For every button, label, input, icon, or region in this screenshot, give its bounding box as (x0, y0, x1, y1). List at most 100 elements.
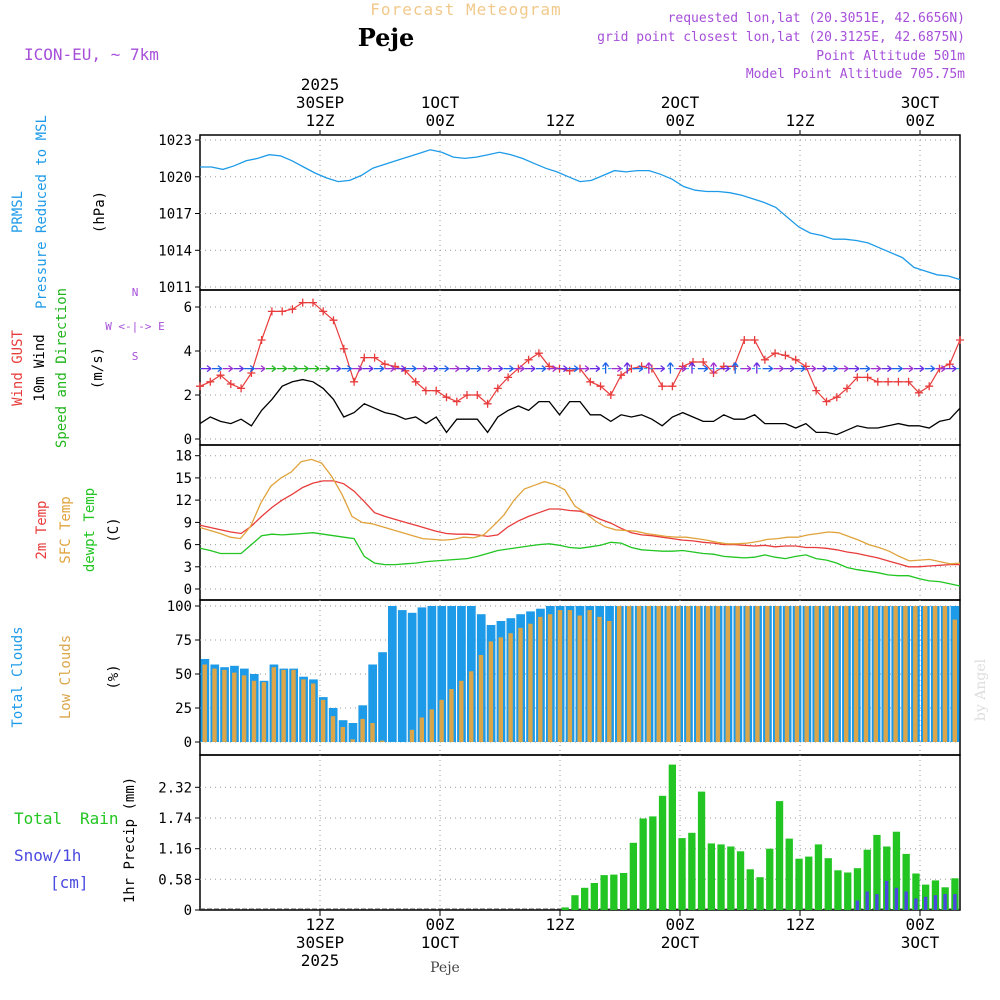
panel-5: 0 0.58 1.16 1.74 2.32 Total Rain Snow/1h [cm] 1hr… (14, 754, 961, 919)
low-cloud-bar (883, 606, 888, 742)
rain-bar (883, 846, 891, 910)
wind-direction-arrow (719, 365, 730, 373)
snow-bar (865, 891, 869, 910)
low-cloud-bar (705, 606, 711, 742)
rain-bar (590, 883, 598, 910)
snow-bar (875, 894, 879, 910)
gust-marker (760, 355, 769, 364)
top-time-label: 2OCT (661, 93, 700, 112)
gust-marker (534, 349, 543, 358)
rain-bar (717, 844, 725, 910)
wind-direction-arrow (276, 365, 287, 373)
wind-direction-arrow (309, 365, 320, 373)
chart-title: Forecast Meteogram (370, 0, 561, 19)
snow-bar (943, 894, 947, 910)
snow-bar (923, 896, 928, 910)
total-clouds-label: Total Clouds (10, 626, 26, 727)
low-cloud-bar (360, 718, 365, 742)
rain-bar (600, 875, 608, 910)
requested-coords: requested lon,lat (20.3051E, 42.6656N) (668, 11, 965, 26)
wind-direction-arrow (384, 365, 395, 373)
wind-direction-arrow (579, 365, 590, 373)
low-cloud-bar (567, 610, 573, 742)
low-cloud-bar (656, 606, 661, 742)
total-cloud-bar (447, 606, 456, 742)
snow-bar (885, 880, 889, 910)
low-cloud-bar (686, 606, 691, 742)
low-cloud-bar (508, 633, 513, 742)
low-cloud-bar (952, 619, 957, 742)
rain-bar (561, 907, 569, 910)
low-cloud-bar (676, 606, 681, 742)
gust-marker (257, 336, 266, 344)
low-cloud-bar (893, 606, 898, 742)
wind-direction-arrow (753, 362, 761, 374)
wind-direction-arrow (838, 365, 849, 373)
grid-point-coords: grid point closest lon,lat (20.3125E, 42… (597, 30, 965, 45)
rain-bar (756, 877, 764, 910)
gust-marker (442, 393, 451, 402)
low-cloud-bar (330, 716, 336, 742)
low-cloud-bar (587, 610, 592, 742)
wind-direction-arrow (341, 365, 352, 373)
low-cloud-bar (863, 606, 869, 742)
wind-direction-arrow (697, 365, 709, 373)
precip-unit: 1hr Precip (mm) (122, 777, 138, 903)
wind-direction-arrow (222, 365, 233, 373)
temp-sfc-label: SFC Temp (58, 496, 74, 563)
low-cloud-bar (804, 606, 809, 742)
rain-label-total: Total (14, 809, 62, 828)
gust-marker (298, 298, 307, 307)
wind-direction-arrow (741, 365, 752, 373)
gust-marker (956, 336, 964, 344)
wind-direction-arrow (676, 365, 687, 373)
total-cloud-bar (397, 610, 407, 742)
rain-bar (853, 868, 862, 910)
low-cloud-bar (765, 606, 770, 742)
low-cloud-bar (488, 641, 494, 742)
gust-marker (822, 397, 831, 406)
gust-marker (658, 382, 667, 391)
bottom-time-label: 00Z (426, 915, 455, 934)
bottom-time-label: 1OCT (421, 933, 460, 952)
top-time-label: 1OCT (421, 93, 460, 112)
low-cloud-bar (755, 606, 760, 742)
wind-direction-arrow (460, 365, 471, 373)
low-cloud-bar (814, 606, 819, 742)
gust-marker (380, 360, 389, 369)
compass-south: S (132, 350, 139, 363)
snow-bar (904, 891, 908, 910)
model-label: ICON-EU, ~ 7km (24, 45, 159, 64)
low-cloud-bar (942, 606, 948, 742)
compass-north: N (132, 286, 139, 299)
wind-direction-arrow (611, 365, 622, 373)
low-cloud-bar (419, 717, 424, 742)
y-tick-label: 0 (184, 903, 192, 919)
low-cloud-bar (903, 606, 908, 742)
wind-direction-arrow (449, 365, 460, 373)
wind-direction-arrow (363, 365, 374, 373)
snow-bar (855, 900, 860, 910)
rain-bar (805, 856, 813, 910)
y-tick-label: 9 (184, 515, 192, 531)
gust-marker (812, 386, 821, 395)
y-tick-label: 2 (184, 388, 192, 404)
wind-direction-arrow (427, 365, 439, 373)
rain-bar (824, 858, 832, 910)
low-cloud-bar (320, 699, 326, 742)
y-tick-label: 1014 (158, 243, 192, 259)
wind-direction-arrow (503, 365, 514, 373)
y-tick-label: 1011 (158, 280, 192, 296)
wind-direction-arrow (417, 365, 428, 373)
low-clouds-label: Low Clouds (58, 635, 74, 719)
wind-direction-arrow (688, 362, 696, 374)
y-tick-label: 3 (184, 560, 192, 576)
rain-bar (668, 764, 676, 910)
wind-direction-arrow (913, 365, 925, 373)
wind-direction-arrow (816, 365, 827, 373)
wind-direction-arrow (623, 362, 631, 374)
wind-direction-arrow (557, 365, 568, 373)
low-cloud-bar (439, 699, 444, 742)
wind-direction-arrow (589, 365, 601, 373)
